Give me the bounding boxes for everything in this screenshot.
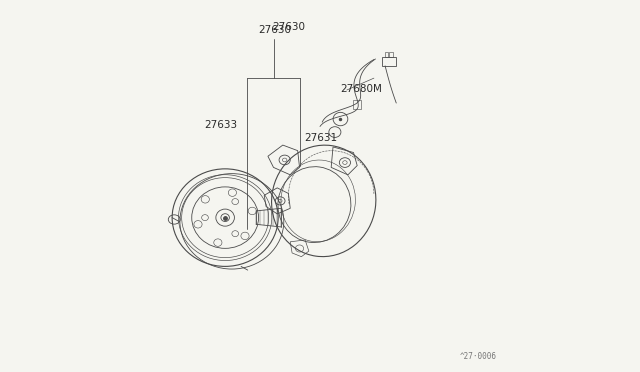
Text: 27630: 27630 <box>258 25 291 35</box>
Text: ^27·0006: ^27·0006 <box>460 352 497 361</box>
Text: 27680M: 27680M <box>340 84 382 94</box>
Text: 27631: 27631 <box>304 133 337 142</box>
Text: 27630: 27630 <box>272 22 305 32</box>
Text: 27633: 27633 <box>205 120 238 129</box>
